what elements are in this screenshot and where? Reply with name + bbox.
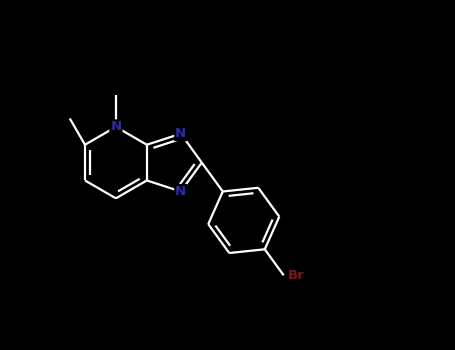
- Text: N: N: [175, 127, 187, 140]
- Text: N: N: [175, 185, 187, 198]
- Text: N: N: [110, 120, 121, 133]
- Text: Br: Br: [288, 269, 304, 282]
